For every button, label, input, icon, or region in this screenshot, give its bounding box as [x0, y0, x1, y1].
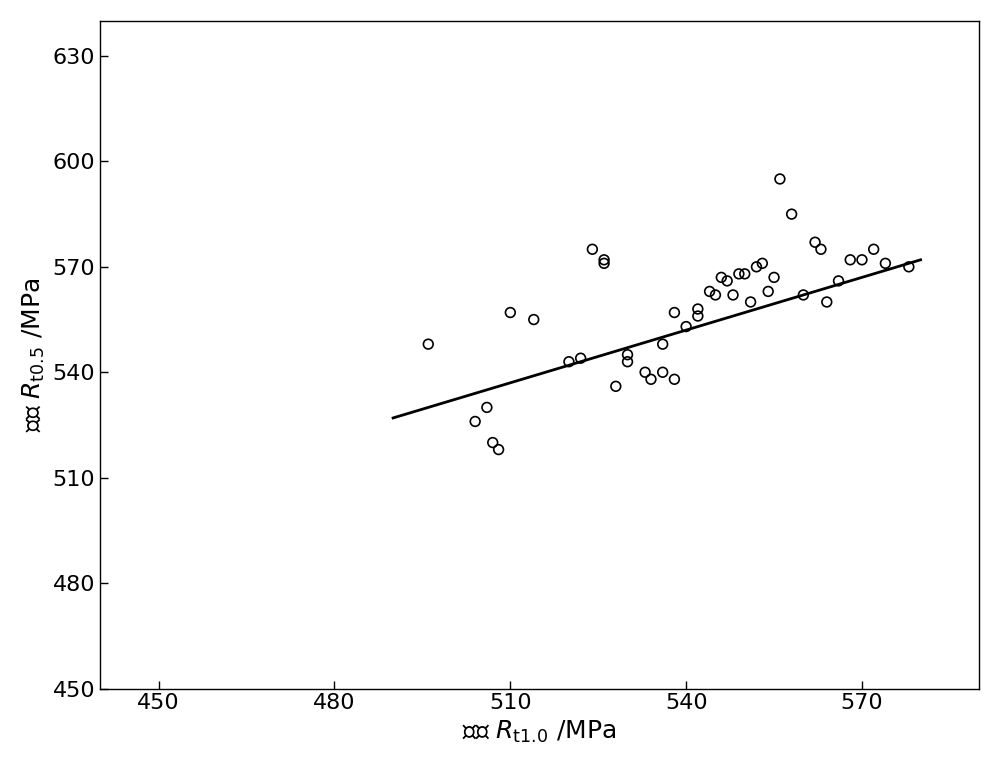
Point [502, 306, 518, 319]
Point [807, 236, 823, 248]
Point [485, 437, 501, 449]
Point [637, 366, 653, 378]
Point [666, 373, 682, 385]
Point [842, 254, 858, 266]
Point [526, 313, 542, 326]
Point [596, 257, 612, 270]
Point [655, 338, 671, 350]
Point [819, 296, 835, 308]
Point [831, 275, 847, 287]
Point [754, 257, 770, 270]
Point [491, 444, 507, 456]
Point [608, 380, 624, 392]
Point [573, 352, 589, 365]
Point [596, 254, 612, 266]
Point [713, 271, 729, 283]
Point [690, 303, 706, 315]
Point [901, 260, 917, 273]
X-axis label: 钢板 $R_{\mathrm{t1.0}}$ /MPa: 钢板 $R_{\mathrm{t1.0}}$ /MPa [462, 719, 617, 745]
Point [719, 275, 735, 287]
Point [643, 373, 659, 385]
Point [479, 401, 495, 414]
Point [467, 415, 483, 427]
Point [707, 289, 723, 301]
Point [655, 366, 671, 378]
Point [766, 271, 782, 283]
Point [690, 310, 706, 322]
Point [731, 268, 747, 280]
Point [760, 285, 776, 297]
Point [877, 257, 893, 270]
Point [420, 338, 436, 350]
Point [795, 289, 811, 301]
Point [748, 260, 764, 273]
Point [854, 254, 870, 266]
Point [666, 306, 682, 319]
Point [678, 320, 694, 332]
Point [784, 208, 800, 221]
Point [561, 355, 577, 368]
Point [772, 173, 788, 185]
Point [737, 268, 753, 280]
Point [620, 349, 636, 361]
Point [813, 243, 829, 255]
Point [725, 289, 741, 301]
Point [702, 285, 718, 297]
Y-axis label: 钢管 $R_{\mathrm{t0.5}}$ /MPa: 钢管 $R_{\mathrm{t0.5}}$ /MPa [21, 277, 47, 432]
Point [620, 355, 636, 368]
Point [866, 243, 882, 255]
Point [584, 243, 600, 255]
Point [743, 296, 759, 308]
